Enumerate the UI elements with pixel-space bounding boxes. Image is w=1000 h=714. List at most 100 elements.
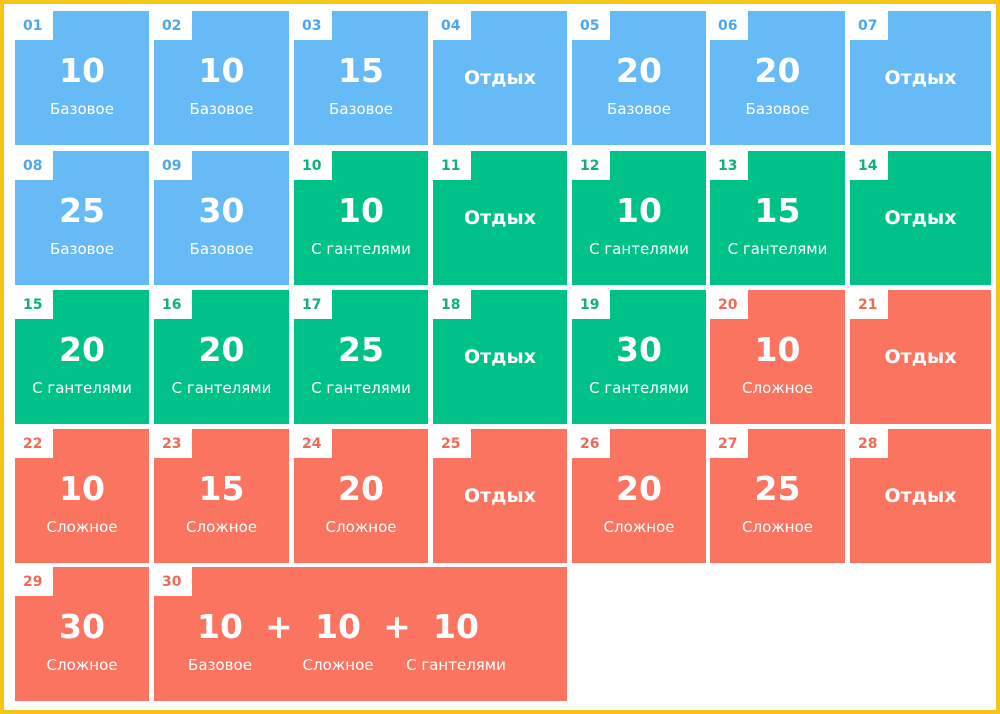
rest-label: Отдых	[884, 67, 957, 89]
workout-type-label: Сложное	[46, 518, 118, 536]
workout-type-label: Базовое	[189, 100, 254, 118]
day-cell-23: 23 15 Сложное	[154, 429, 289, 563]
day-number: 17	[294, 290, 332, 319]
rest-label: Отдых	[464, 67, 536, 89]
day-number: 08	[15, 151, 53, 180]
day-cell-09: 09 30 Базовое	[154, 151, 289, 285]
workout-type-label: Сложное	[302, 656, 374, 674]
day-number: 13	[710, 151, 748, 180]
reps-count: 10	[59, 469, 105, 508]
workout-type-label: Сложное	[186, 518, 257, 536]
combo-part: 10 Сложное	[278, 607, 398, 675]
day-cell-16: 16 20 С гантелями	[154, 290, 289, 424]
day-cell-25: 25 Отдых	[433, 429, 567, 563]
workout-type-label: Базовое	[188, 656, 252, 674]
reps-count: 20	[754, 51, 801, 90]
reps-count: 15	[754, 191, 801, 230]
day-cell-04: 04 Отдых	[433, 11, 567, 145]
plus-sign: +	[265, 607, 293, 646]
reps-count: 10	[338, 191, 384, 230]
reps-count: 20	[198, 330, 245, 369]
day-number: 19	[572, 290, 610, 319]
workout-type-label: С гантелями	[589, 240, 689, 258]
rest-label: Отдых	[464, 346, 536, 368]
day-cell-02: 02 10 Базовое	[154, 11, 289, 145]
day-cell-03: 03 15 Базовое	[294, 11, 428, 145]
day-number: 27	[710, 429, 748, 458]
reps-count: 20	[616, 469, 662, 508]
reps-count: 30	[616, 330, 662, 369]
day-number: 12	[572, 151, 610, 180]
day-cell-28: 28 Отдых	[850, 429, 991, 563]
workout-type-label: С гантелями	[171, 379, 272, 397]
rest-label: Отдых	[884, 346, 957, 368]
reps-count: 10	[198, 51, 245, 90]
combo-workout: 10 Базовое +10 Сложное +10 С гантелями	[154, 607, 567, 677]
day-number: 01	[15, 11, 53, 40]
workout-type-label: С гантелями	[311, 240, 411, 258]
workout-type-label: Сложное	[742, 518, 813, 536]
day-cell-17: 17 25 С гантелями	[294, 290, 428, 424]
day-number: 22	[15, 429, 53, 458]
workout-type-label: Базовое	[50, 240, 114, 258]
workout-type-label: С гантелями	[406, 656, 506, 674]
workout-type-label: Сложное	[325, 518, 397, 536]
day-cell-22: 22 10 Сложное	[15, 429, 149, 563]
day-number: 25	[433, 429, 471, 458]
workout-type-label: Сложное	[742, 379, 813, 397]
combo-part: 10 С гантелями	[396, 607, 516, 675]
day-number: 26	[572, 429, 610, 458]
day-number: 30	[154, 567, 192, 596]
day-number: 11	[433, 151, 471, 180]
day-cell-21: 21 Отдых	[850, 290, 991, 424]
reps-count: 10	[754, 330, 801, 369]
day-cell-10: 10 10 С гантелями	[294, 151, 428, 285]
day-number: 24	[294, 429, 332, 458]
day-cell-05: 05 20 Базовое	[572, 11, 706, 145]
rest-label: Отдых	[464, 207, 536, 229]
rest-label: Отдых	[884, 485, 957, 507]
day-cell-01: 01 10 Базовое	[15, 11, 149, 145]
workout-type-label: Базовое	[607, 100, 671, 118]
workout-type-label: С гантелями	[589, 379, 689, 397]
reps-count: 10	[433, 607, 479, 646]
day-number: 03	[294, 11, 332, 40]
day-cell-29: 29 30 Сложное	[15, 567, 149, 701]
day-cell-06: 06 20 Базовое	[710, 11, 845, 145]
day-cell-18: 18 Отдых	[433, 290, 567, 424]
workout-type-label: Базовое	[329, 100, 393, 118]
reps-count: 30	[59, 607, 105, 646]
workout-type-label: Сложное	[46, 656, 118, 674]
day-number: 21	[850, 290, 888, 319]
rest-label: Отдых	[884, 207, 957, 229]
day-number: 10	[294, 151, 332, 180]
day-number: 28	[850, 429, 888, 458]
reps-count: 20	[59, 330, 105, 369]
reps-count: 15	[198, 469, 245, 508]
reps-count: 10	[197, 607, 243, 646]
day-number: 05	[572, 11, 610, 40]
workout-type-label: С гантелями	[727, 240, 828, 258]
day-number: 20	[710, 290, 748, 319]
workout-type-label: Сложное	[603, 518, 675, 536]
day-number: 06	[710, 11, 748, 40]
day-number: 14	[850, 151, 888, 180]
day-cell-30: 30 10 Базовое +10 Сложное +10 С гантелями	[154, 567, 567, 701]
workout-type-label: Базовое	[189, 240, 254, 258]
reps-count: 20	[338, 469, 384, 508]
day-number: 15	[15, 290, 53, 319]
reps-count: 25	[754, 469, 801, 508]
reps-count: 20	[616, 51, 662, 90]
plus-sign: +	[383, 607, 411, 646]
reps-count: 25	[338, 330, 384, 369]
day-cell-27: 27 25 Сложное	[710, 429, 845, 563]
workout-type-label: Базовое	[745, 100, 810, 118]
reps-count: 15	[338, 51, 384, 90]
workout-type-label: Базовое	[50, 100, 114, 118]
day-cell-08: 08 25 Базовое	[15, 151, 149, 285]
reps-count: 25	[59, 191, 105, 230]
reps-count: 10	[616, 191, 662, 230]
day-number: 04	[433, 11, 471, 40]
day-cell-24: 24 20 Сложное	[294, 429, 428, 563]
